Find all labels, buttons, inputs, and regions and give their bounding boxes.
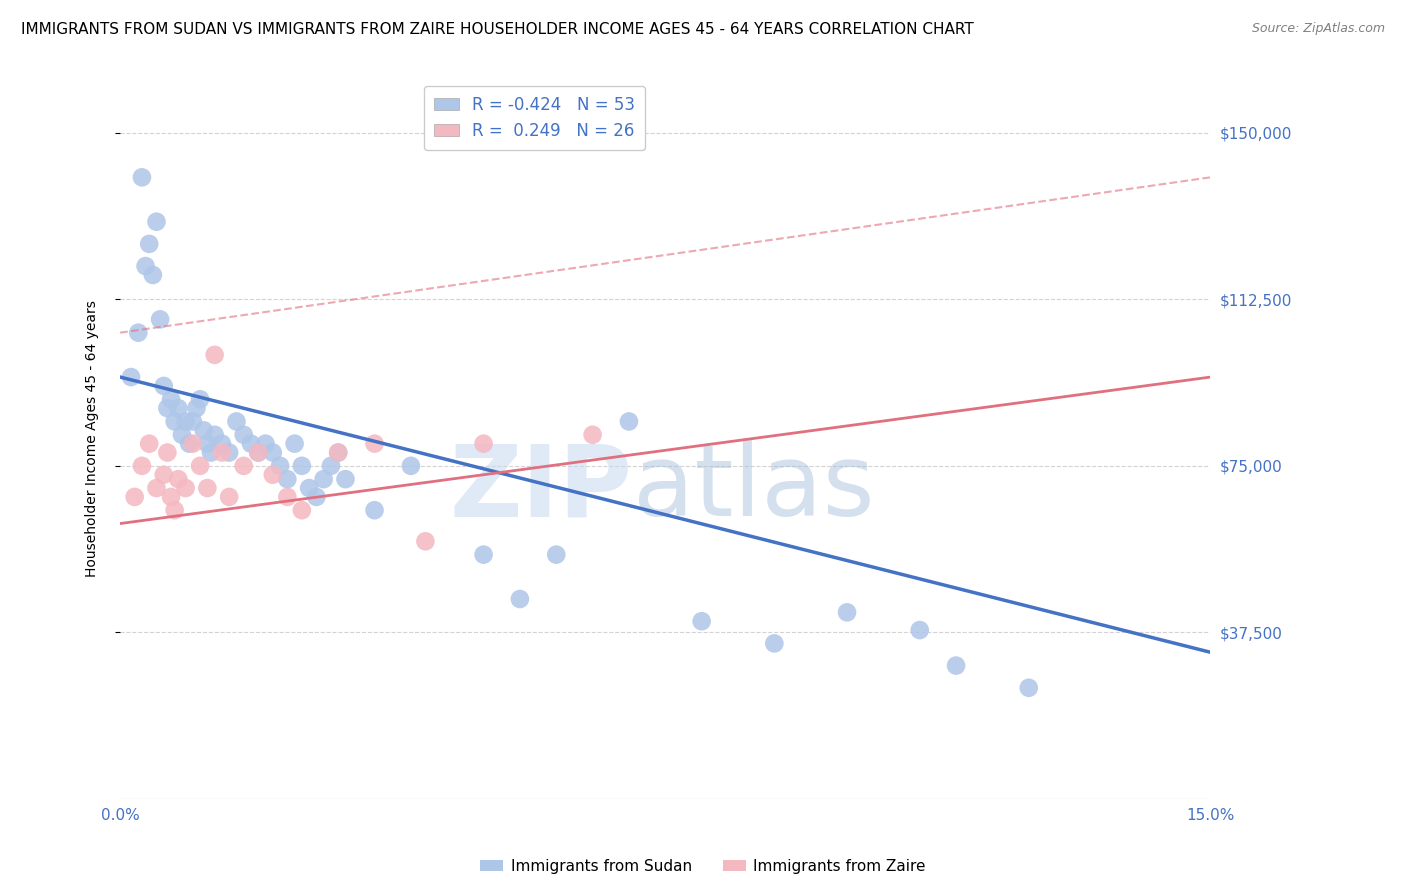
Point <box>179 436 201 450</box>
Point <box>174 414 197 428</box>
Point <box>174 481 197 495</box>
Point <box>284 436 307 450</box>
Legend: R = -0.424   N = 53, R =  0.249   N = 26: R = -0.424 N = 53, R = 0.249 N = 26 <box>423 86 645 150</box>
Point <box>254 436 277 450</box>
Point <box>581 427 603 442</box>
Point <box>211 436 233 450</box>
Point <box>181 436 204 450</box>
Point <box>188 458 211 473</box>
Point <box>617 414 640 428</box>
Point <box>145 481 167 495</box>
Point <box>509 592 531 607</box>
Point <box>240 436 263 450</box>
Point <box>160 490 183 504</box>
Point <box>225 414 247 428</box>
Point <box>276 490 298 504</box>
Point <box>195 436 218 450</box>
Point <box>690 614 713 628</box>
Point <box>546 548 568 562</box>
Point <box>232 458 254 473</box>
Point <box>291 458 314 473</box>
Point <box>167 472 190 486</box>
Point <box>131 458 153 473</box>
Text: Source: ZipAtlas.com: Source: ZipAtlas.com <box>1251 22 1385 36</box>
Point <box>328 445 350 459</box>
Point <box>156 445 179 459</box>
Point <box>269 458 291 473</box>
Point <box>312 472 335 486</box>
Point <box>399 458 422 473</box>
Y-axis label: Householder Income Ages 45 - 64 years: Householder Income Ages 45 - 64 years <box>86 300 100 576</box>
Point <box>363 503 385 517</box>
Point <box>415 534 437 549</box>
Point <box>149 312 172 326</box>
Point <box>142 268 165 282</box>
Point <box>188 392 211 407</box>
Point <box>363 436 385 450</box>
Point <box>131 170 153 185</box>
Point <box>211 445 233 459</box>
Point <box>319 458 342 473</box>
Point <box>945 658 967 673</box>
Point <box>305 490 328 504</box>
Point <box>152 379 174 393</box>
Point <box>247 445 270 459</box>
Point <box>160 392 183 407</box>
Point <box>835 605 858 619</box>
Legend: Immigrants from Sudan, Immigrants from Zaire: Immigrants from Sudan, Immigrants from Z… <box>474 853 932 880</box>
Point <box>204 427 226 442</box>
Point <box>291 503 314 517</box>
Point <box>763 636 786 650</box>
Point <box>276 472 298 486</box>
Point <box>472 436 495 450</box>
Point <box>232 427 254 442</box>
Point <box>156 401 179 416</box>
Point <box>127 326 149 340</box>
Point <box>218 490 240 504</box>
Point <box>152 467 174 482</box>
Point <box>204 348 226 362</box>
Text: atlas: atlas <box>633 440 875 537</box>
Point <box>163 414 186 428</box>
Point <box>218 445 240 459</box>
Point <box>200 445 222 459</box>
Point <box>247 445 270 459</box>
Point <box>138 236 160 251</box>
Point <box>163 503 186 517</box>
Text: ZIP: ZIP <box>450 440 633 537</box>
Point <box>170 427 193 442</box>
Point <box>908 623 931 637</box>
Point <box>298 481 321 495</box>
Point <box>193 423 215 437</box>
Point <box>138 436 160 450</box>
Point <box>167 401 190 416</box>
Point <box>120 370 142 384</box>
Point <box>145 215 167 229</box>
Point <box>262 445 284 459</box>
Text: IMMIGRANTS FROM SUDAN VS IMMIGRANTS FROM ZAIRE HOUSEHOLDER INCOME AGES 45 - 64 Y: IMMIGRANTS FROM SUDAN VS IMMIGRANTS FROM… <box>21 22 974 37</box>
Point <box>472 548 495 562</box>
Point <box>1018 681 1040 695</box>
Point <box>335 472 357 486</box>
Point <box>186 401 208 416</box>
Point <box>328 445 350 459</box>
Point <box>124 490 146 504</box>
Point <box>181 414 204 428</box>
Point <box>195 481 218 495</box>
Point <box>262 467 284 482</box>
Point <box>135 259 157 273</box>
